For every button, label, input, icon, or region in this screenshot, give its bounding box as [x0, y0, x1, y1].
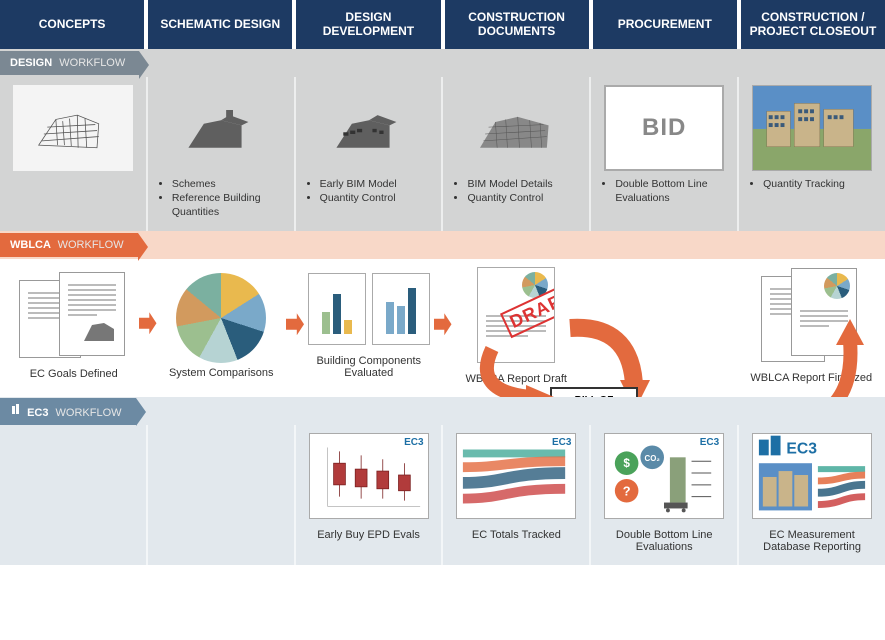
documents-icon	[19, 272, 129, 364]
sankey-icon: EC3	[456, 433, 576, 519]
bullet: BIM Model Details	[467, 177, 579, 191]
svg-text:CO₂: CO₂	[645, 455, 661, 464]
caption: Building Components Evaluated	[301, 355, 437, 379]
wblca-cell-goals: EC Goals Defined	[0, 264, 148, 392]
phase-header-row: CONCEPTS SCHEMATIC DESIGN DESIGN DEVELOP…	[0, 0, 885, 49]
pie-chart-icon	[176, 273, 266, 363]
bid-document-icon: BID	[604, 85, 724, 171]
ec3-logo-text: EC3	[700, 437, 719, 448]
ec3-cell-totals: EC3 EC Totals Tracked	[443, 425, 591, 565]
caption: EC Measurement Database Reporting	[749, 529, 875, 553]
phase-header: CONCEPTS	[0, 0, 148, 49]
arrow-right-icon	[286, 313, 304, 335]
band-label-suffix: WORKFLOW	[58, 239, 124, 251]
svg-text:?: ?	[623, 484, 631, 499]
design-bullets: Quantity Tracking	[749, 177, 875, 191]
design-cell-cd: BIM Model Details Quantity Control	[443, 77, 591, 232]
ec3-workflow-band: EC3 WORKFLOW EC3	[0, 397, 885, 565]
ec3-logo-text: EC3	[786, 441, 817, 458]
wblca-cell-components: Building Components Evaluated	[295, 265, 443, 391]
design-cell-closeout: Quantity Tracking	[739, 77, 885, 232]
arrow-right-icon	[434, 313, 452, 335]
design-cell-procurement: BID Double Bottom Line Evaluations	[591, 77, 739, 232]
sketch-icon	[13, 85, 133, 171]
arrow-right-icon	[139, 312, 157, 334]
band-label-prefix: EC3	[27, 407, 48, 419]
design-cell-concepts	[0, 77, 148, 232]
ec3-cell-reporting: EC3 EC Measurement Database Reporting	[739, 425, 885, 565]
bullet: Quantity Tracking	[763, 177, 875, 191]
design-bullets: Schemes Reference Building Quantities	[158, 177, 284, 220]
wblca-cell-comparisons: System Comparisons	[148, 265, 296, 391]
caption: Early Buy EPD Evals	[317, 529, 420, 541]
phase-header: SCHEMATIC DESIGN	[148, 0, 296, 49]
svg-text:$: $	[624, 456, 631, 470]
workflow-diagram: CONCEPTS SCHEMATIC DESIGN DESIGN DEVELOP…	[0, 0, 885, 565]
small-building-icon	[82, 319, 116, 343]
band-label-prefix: DESIGN	[10, 57, 52, 69]
bullet: Quantity Control	[320, 191, 432, 205]
band-label-prefix: WBLCA	[10, 239, 51, 251]
design-bullets: Early BIM Model Quantity Control	[306, 177, 432, 205]
building-sketch-icon	[28, 98, 118, 158]
ec3-logo-text: EC3	[552, 437, 571, 448]
ec3-cell-empty	[0, 425, 148, 565]
bar-chart-icon	[372, 273, 430, 345]
design-cell-dd: Early BIM Model Quantity Control	[296, 77, 444, 232]
ec3-band-label: EC3 WORKFLOW	[0, 398, 136, 425]
caption: Double Bottom Line Evaluations	[601, 529, 727, 553]
phase-header: CONSTRUCTION DOCUMENTS	[445, 0, 593, 49]
ec3-cell-epd: EC3 Early Buy EPD Evals	[296, 425, 444, 565]
phase-header: PROCUREMENT	[593, 0, 741, 49]
phase-header: CONSTRUCTION / PROJECT CLOSEOUT	[741, 0, 885, 49]
design-band-label: DESIGN WORKFLOW	[0, 51, 139, 75]
wblca-band-label: WBLCA WORKFLOW	[0, 233, 138, 257]
double-bottom-line-icon: EC3 $ CO₂ ?	[604, 433, 724, 519]
wblca-workflow-band: WBLCA WORKFLOW EC Goals Defined	[0, 231, 885, 397]
band-label-suffix: WORKFLOW	[56, 407, 122, 419]
design-bullets: Double Bottom Line Evaluations	[601, 177, 727, 205]
massing-icon	[161, 85, 281, 171]
caption: System Comparisons	[169, 367, 274, 379]
ec3-logo-text: EC3	[404, 437, 423, 448]
bar-chart-icon	[308, 273, 366, 345]
massing-icon	[309, 85, 429, 171]
bullet: Double Bottom Line Evaluations	[615, 177, 727, 205]
bullet: Quantity Control	[467, 191, 579, 205]
ec3-mark-icon	[10, 404, 22, 416]
bid-text: BID	[642, 114, 686, 142]
building-photo-icon	[752, 85, 872, 171]
caption: EC Goals Defined	[30, 368, 118, 380]
bullet: Early BIM Model	[320, 177, 432, 191]
ec3-reporting-icon: EC3	[752, 433, 872, 519]
design-workflow-band: DESIGN WORKFLOW	[0, 49, 885, 232]
design-bullets: BIM Model Details Quantity Control	[453, 177, 579, 205]
band-label-suffix: WORKFLOW	[59, 57, 125, 69]
design-cell-schematic: Schemes Reference Building Quantities	[148, 77, 296, 232]
ec3-cell-dbl: EC3 $ CO₂ ? Double Bottom Line Evaluatio…	[591, 425, 739, 565]
caption: EC Totals Tracked	[472, 529, 561, 541]
bullet: Reference Building Quantities	[172, 191, 284, 219]
phase-header: DESIGN DEVELOPMENT	[296, 0, 444, 49]
detailed-building-icon	[456, 85, 576, 171]
ec3-cell-empty	[148, 425, 296, 565]
boxplot-icon: EC3	[309, 433, 429, 519]
bullet: Schemes	[172, 177, 284, 191]
wblca-cell-procurement-gap	[590, 318, 738, 338]
